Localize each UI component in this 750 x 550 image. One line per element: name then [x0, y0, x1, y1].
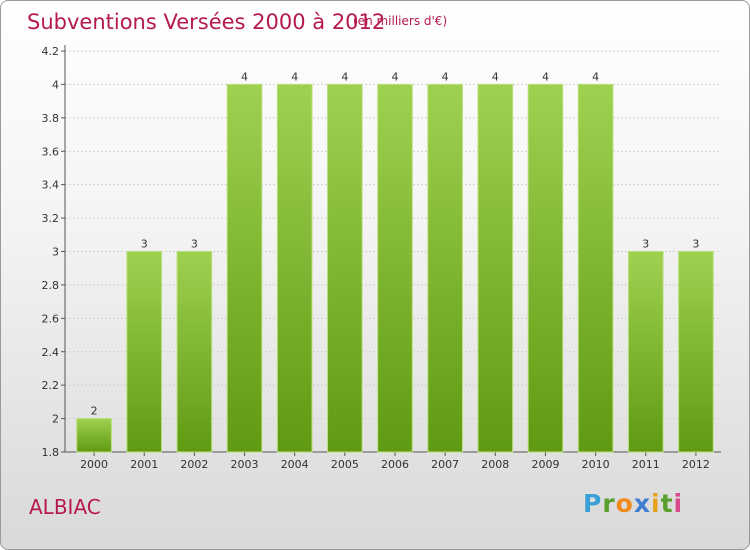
logo-letter: o — [615, 489, 634, 518]
logo-letter: i — [651, 489, 661, 518]
bar-value-label: 4 — [542, 70, 549, 83]
bar-2004[interactable] — [276, 83, 313, 453]
bar-2008[interactable] — [477, 83, 514, 453]
x-tick-label: 2012 — [682, 458, 710, 471]
x-tick-label: 2002 — [180, 458, 208, 471]
y-tick-label: 3 — [52, 246, 59, 259]
bar-value-label: 3 — [191, 238, 198, 251]
x-tick-label: 2000 — [80, 458, 108, 471]
x-tick-label: 2010 — [582, 458, 610, 471]
x-tick-label: 2001 — [130, 458, 158, 471]
bar-value-label: 4 — [392, 70, 399, 83]
bar-value-label: 4 — [291, 70, 298, 83]
x-tick-label: 2005 — [331, 458, 359, 471]
y-tick-label: 2.6 — [42, 312, 60, 325]
bar-value-label: 3 — [642, 238, 649, 251]
x-tick-label: 2006 — [381, 458, 409, 471]
unit-label: (en milliers d'€) — [353, 14, 448, 28]
y-tick-label: 3.4 — [42, 179, 60, 192]
logo-letter: x — [633, 489, 651, 518]
x-tick-label: 2011 — [632, 458, 660, 471]
x-tick-label: 2003 — [231, 458, 259, 471]
bar-value-label: 4 — [592, 70, 599, 83]
bar-value-label: 4 — [492, 70, 499, 83]
y-tick-label: 2.4 — [42, 346, 60, 359]
x-tick-label: 2004 — [281, 458, 309, 471]
bar-2012[interactable] — [678, 251, 714, 453]
chart-title: Subventions Versées 2000 à 2012 — [27, 10, 386, 34]
y-tick-label: 2.8 — [42, 279, 60, 292]
bar-2000[interactable] — [76, 418, 112, 453]
bar-value-label: 4 — [442, 70, 449, 83]
bar-2007[interactable] — [427, 83, 463, 453]
proxiti-logo[interactable]: Proxiti — [583, 489, 683, 518]
commune-name: ALBIAC — [29, 495, 101, 519]
y-tick-label: 4.2 — [42, 45, 60, 58]
y-tick-label: 3.8 — [42, 112, 60, 125]
bar-2002[interactable] — [176, 251, 213, 453]
y-tick-label: 2.2 — [42, 379, 60, 392]
bar-2010[interactable] — [577, 83, 614, 453]
logo-letter: P — [583, 489, 603, 518]
x-tick-label: 2008 — [481, 458, 509, 471]
x-tick-label: 2007 — [431, 458, 459, 471]
bar-2006[interactable] — [377, 83, 413, 453]
bar-2009[interactable] — [527, 83, 564, 453]
bar-value-label: 4 — [341, 70, 348, 83]
y-tick-label: 3.2 — [42, 212, 60, 225]
logo-letter: t — [660, 489, 674, 518]
logo-letter: i — [673, 489, 684, 518]
y-tick-label: 3.6 — [42, 145, 60, 158]
bar-2003[interactable] — [226, 83, 263, 453]
x-tick-label: 2009 — [531, 458, 559, 471]
bar-2005[interactable] — [327, 83, 363, 453]
y-tick-label: 4 — [52, 78, 59, 91]
bar-value-label: 3 — [141, 238, 148, 251]
bar-2001[interactable] — [126, 251, 163, 453]
y-tick-label: 1.8 — [42, 446, 60, 459]
y-tick-label: 2 — [52, 413, 59, 426]
bar-value-label: 2 — [91, 405, 98, 418]
logo-letter: r — [602, 489, 616, 518]
bar-value-label: 3 — [692, 238, 699, 251]
bar-value-label: 4 — [241, 70, 248, 83]
bar-2011[interactable] — [627, 251, 664, 453]
